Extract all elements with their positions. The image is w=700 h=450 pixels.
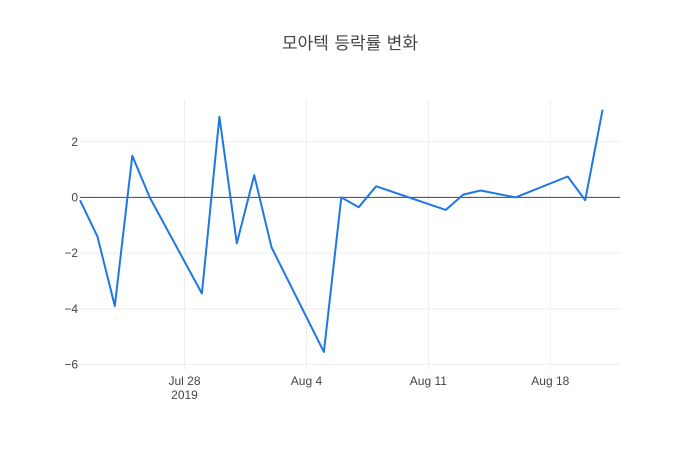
x-tick-sublabel: 2019 (171, 388, 198, 402)
series-line (79, 109, 604, 353)
chart-title: 모아텍 등락률 변화 (282, 34, 418, 54)
y-tick-label: −4 (64, 302, 78, 316)
x-tick-label: Aug 11 (410, 374, 447, 388)
y-tick-label: 0 (71, 190, 78, 204)
series-layer (79, 109, 604, 353)
x-tick-label: Jul 28 (169, 374, 201, 388)
y-tick-label: 2 (71, 135, 78, 149)
y-tick-label: −6 (64, 357, 78, 371)
grid-layer (80, 100, 620, 370)
y-tick-label: −2 (64, 246, 78, 260)
x-tick-label: Aug 4 (291, 374, 323, 388)
x-tick-label: Aug 18 (531, 374, 569, 388)
